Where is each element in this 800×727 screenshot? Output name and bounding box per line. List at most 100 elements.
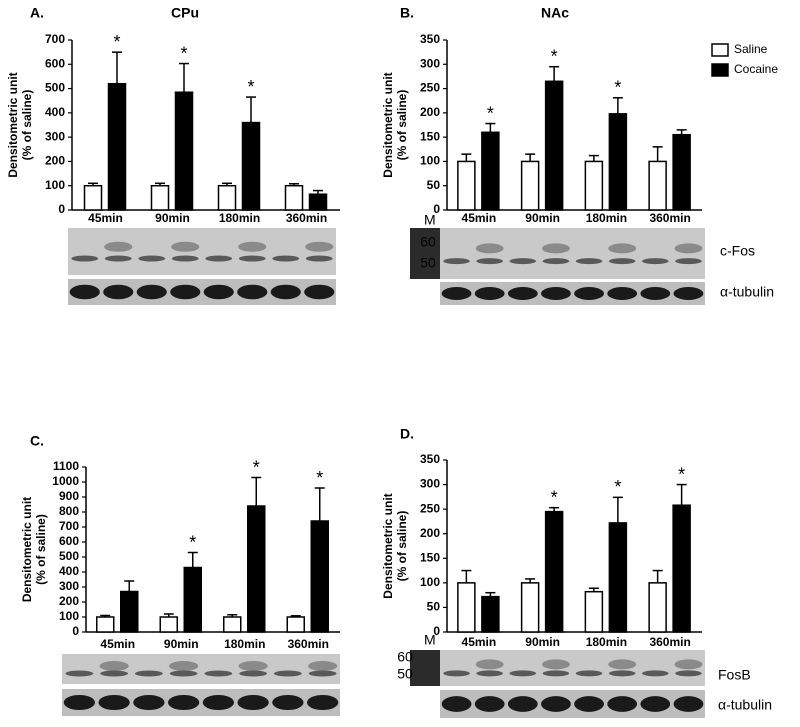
blot-band (507, 696, 538, 712)
bar (457, 582, 476, 633)
x-tick-label: 360min (649, 211, 690, 225)
panel-label: A. (30, 5, 44, 21)
x-tick-label: 45min (88, 211, 123, 225)
blot-band (541, 696, 571, 712)
y-tick-label: 100 (420, 154, 440, 168)
bar (174, 91, 194, 211)
y-tick-label: 100 (420, 575, 440, 589)
blot-band (607, 696, 638, 712)
y-tick-label: 700 (45, 32, 65, 46)
marker-size: 50 (397, 666, 413, 682)
blot-band (474, 696, 505, 712)
blot-band (542, 258, 570, 265)
blot-band (272, 694, 304, 711)
blot-band (99, 661, 129, 671)
blot-band (608, 670, 636, 677)
y-tick-label: 0 (433, 202, 440, 216)
blot-band (203, 284, 234, 300)
x-tick-label: 45min (100, 637, 135, 651)
blot-band (640, 287, 671, 300)
blot-band (642, 258, 669, 265)
blot-band (98, 694, 130, 711)
blot-band (607, 287, 638, 300)
blot-band (443, 258, 470, 265)
bar (608, 113, 628, 211)
y-tick-label: 0 (433, 624, 440, 638)
x-tick-label: 90min (525, 635, 560, 649)
blot-band (674, 243, 703, 254)
significance-mark: * (551, 487, 558, 507)
y-tick-label: 300 (420, 477, 440, 491)
bar (648, 160, 667, 211)
significance-mark: * (247, 77, 254, 97)
blot-band (541, 287, 571, 300)
blot-band (237, 284, 268, 300)
blot-band (104, 241, 133, 252)
bar (150, 184, 170, 211)
blot-band (476, 258, 503, 265)
blot-band (308, 670, 337, 677)
y-tick-label: 300 (59, 579, 79, 593)
marker-label: M (424, 632, 436, 648)
blot-band (202, 694, 235, 711)
bar (672, 133, 691, 211)
blot-band (574, 287, 604, 300)
bar (584, 590, 604, 633)
blot-band (237, 694, 269, 711)
legend-swatch (711, 43, 729, 57)
marker-size: 60 (420, 234, 436, 250)
blot-band (304, 284, 335, 300)
x-tick-label: 180min (224, 637, 265, 651)
blot-band (507, 287, 538, 300)
blot-band (239, 670, 268, 677)
y-axis-label: (% of saline) (20, 90, 34, 161)
x-tick-label: 45min (462, 635, 497, 649)
blot-band (238, 661, 268, 671)
blot-band (441, 287, 472, 300)
x-tick-label: 45min (462, 211, 497, 225)
x-tick-label: 360min (288, 637, 329, 651)
marker-size: 50 (420, 255, 436, 271)
y-axis-label: (% of saline) (395, 90, 409, 161)
blot-image (440, 650, 705, 686)
blot-band (204, 670, 233, 677)
blot-band (238, 241, 267, 252)
blot-band (171, 255, 199, 262)
significance-mark: * (487, 103, 494, 123)
y-tick-label: 700 (59, 519, 79, 533)
blot-band (305, 255, 333, 262)
bar (286, 616, 305, 633)
chart-title: CPu (171, 5, 199, 21)
marker-size: 60 (397, 649, 413, 665)
y-axis-label: Densitometric unit (20, 497, 34, 602)
legend-swatch (711, 63, 729, 77)
bar (159, 616, 178, 633)
y-axis-label: Densitometric unit (381, 493, 395, 598)
x-tick-label: 90min (525, 211, 560, 225)
blot-band (104, 255, 132, 262)
blot-band (170, 284, 201, 300)
y-axis-label: (% of saline) (395, 511, 409, 582)
bar (648, 582, 667, 633)
y-axis-label: Densitometric unit (381, 72, 395, 177)
blot-band (575, 258, 603, 265)
legend-label: Cocaine (734, 62, 778, 76)
blot-band (673, 287, 704, 300)
y-tick-label: 300 (45, 129, 65, 143)
bar (284, 184, 304, 211)
y-tick-label: 250 (420, 81, 440, 95)
x-tick-label: 90min (155, 211, 190, 225)
bar (481, 595, 500, 633)
bar (183, 566, 202, 633)
blot-band (167, 694, 200, 711)
blot-band (100, 670, 129, 677)
blot-band (509, 670, 537, 677)
significance-mark: * (113, 32, 120, 52)
blot-band (542, 670, 570, 677)
blot-band (103, 284, 134, 300)
significance-mark: * (551, 46, 558, 66)
x-tick-label: 360min (649, 635, 690, 649)
blot-band (136, 284, 167, 300)
blot-band (270, 284, 301, 300)
